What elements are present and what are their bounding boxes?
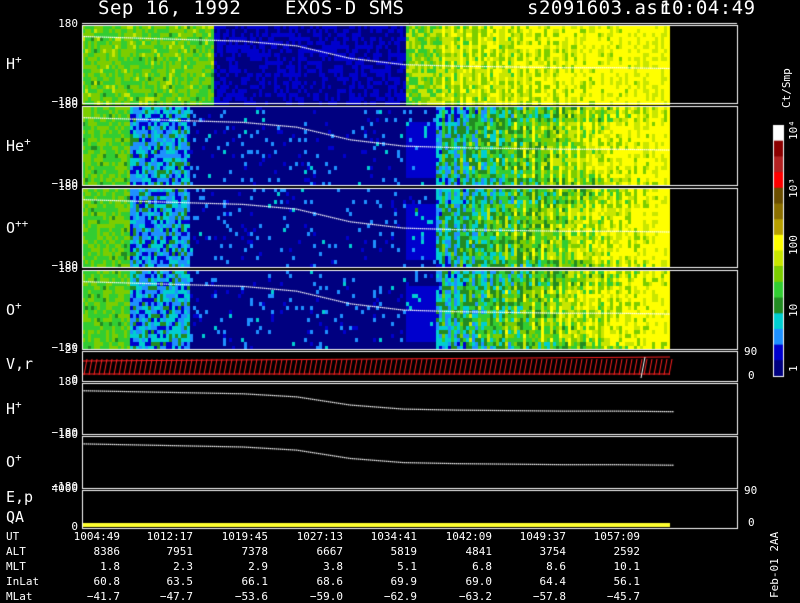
panel-ybottom-6: −180 — [51, 480, 79, 493]
table-cell: 8.6 — [546, 560, 566, 573]
panel-ybottom-1: −180 — [51, 177, 79, 190]
panel-label-sup-2: ++ — [15, 216, 29, 230]
colorbar-tick-2: 100 — [787, 235, 800, 255]
panel-label-1: He+ — [6, 134, 31, 155]
table-cell: 5819 — [390, 545, 418, 558]
panel-ytop-2: 180 — [58, 180, 78, 193]
colorbar-tick-3: 10 — [787, 303, 800, 317]
table-cell: 10.1 — [613, 560, 641, 573]
table-cell: 7378 — [241, 545, 269, 558]
table-cell: −57.8 — [532, 590, 566, 603]
footer-note: Feb-01 2AA — [768, 531, 781, 598]
panel-rbottom-4: 0 — [748, 369, 755, 382]
table-cell: 2.3 — [173, 560, 193, 573]
table-cell: 69.9 — [390, 575, 418, 588]
table-cell: 2592 — [613, 545, 641, 558]
table-cell: 1019:45 — [221, 530, 268, 543]
table-cell: 1034:41 — [370, 530, 417, 543]
colorbar-unit-label: Ct/Smp — [780, 68, 793, 108]
panel-label-5: H+ — [6, 397, 22, 418]
table-cell: 7951 — [166, 545, 194, 558]
header-instrument: EXOS-D SMS — [285, 0, 405, 19]
table-cell: 64.4 — [539, 575, 567, 588]
panel-label-sup-5: + — [15, 397, 22, 411]
panel-ybottom-5: −180 — [51, 426, 79, 439]
colorbar-tick-0: 10⁴ — [787, 120, 800, 140]
panel-label-sup-0: + — [15, 53, 22, 66]
panel-ytop-3: 180 — [58, 262, 78, 275]
table-cell: 1004:49 — [73, 530, 120, 543]
panel-label2-7: QA — [6, 508, 25, 526]
panel-label-3: O+ — [6, 298, 22, 319]
table-cell: 6.8 — [472, 560, 492, 573]
table-cell: 69.0 — [465, 575, 493, 588]
panel-label-4: V,r — [6, 355, 34, 373]
table-cell: −41.7 — [86, 590, 120, 603]
table-cell: −63.2 — [458, 590, 492, 603]
colorbar-tick-1: 10³ — [787, 178, 800, 198]
table-cell: 1042:09 — [445, 530, 492, 543]
panel-ytop-5: 180 — [58, 375, 78, 388]
table-cell: −62.9 — [383, 590, 417, 603]
panel-ytop-7: 4000 — [51, 482, 79, 495]
table-cell: −47.7 — [159, 590, 193, 603]
panel-label-sup-3: + — [15, 298, 22, 312]
table-cell: 1049:37 — [519, 530, 566, 543]
header-date: Sep 16, 1992 — [98, 0, 242, 19]
table-cell: −53.6 — [234, 590, 268, 603]
panel-label-0: H+ — [6, 53, 22, 73]
panel-ytop-0: 180 — [58, 17, 78, 30]
table-cell: −45.7 — [606, 590, 640, 603]
panel-rbottom-7: 0 — [748, 516, 755, 529]
table-cell: 1.8 — [100, 560, 120, 573]
table-cell: −59.0 — [309, 590, 343, 603]
table-cell: 3754 — [539, 545, 567, 558]
header-time: 10:04:49 — [660, 0, 756, 19]
table-cell: 63.5 — [166, 575, 194, 588]
panel-ybottom-7: 0 — [71, 520, 78, 533]
table-cell: 68.6 — [316, 575, 344, 588]
table-cell: 5.1 — [397, 560, 417, 573]
table-cell: 1027:13 — [296, 530, 343, 543]
table-row-label-ut: UT — [6, 530, 20, 543]
table-row-label-alt: ALT — [6, 545, 26, 558]
panel-ybottom-3: −180 — [51, 341, 79, 354]
table-cell: 66.1 — [241, 575, 269, 588]
table-cell: 1057:09 — [593, 530, 640, 543]
table-cell: 60.8 — [93, 575, 121, 588]
table-cell: 1012:17 — [146, 530, 193, 543]
table-row-label-inlat: InLat — [6, 575, 40, 588]
table-cell: 3.8 — [323, 560, 343, 573]
header-file: s2091603.asr — [527, 0, 671, 19]
panel-label-7: E,p — [6, 488, 34, 506]
table-cell: 6667 — [316, 545, 344, 558]
table-cell: 4841 — [465, 545, 493, 558]
panel-label-sup-6: + — [15, 451, 22, 464]
table-cell: 8386 — [93, 545, 121, 558]
panel-ytop-1: 180 — [58, 98, 78, 111]
panel-ybottom-4: 0 — [71, 373, 78, 386]
table-cell: 56.1 — [613, 575, 641, 588]
table-row-label-mlt: MLT — [6, 560, 26, 573]
panel-label-sup-1: + — [24, 134, 31, 148]
panel-ytop-4: 25 — [64, 343, 78, 356]
panel-ybottom-0: −180 — [51, 95, 79, 108]
table-row-label-mlat: MLat — [6, 590, 33, 603]
colorbar-tick-4: 1 — [787, 365, 800, 372]
panel-ybottom-2: −180 — [51, 259, 79, 272]
panel-rtop-7: 90 — [744, 484, 758, 497]
panel-ytop-6: 180 — [58, 428, 78, 441]
panel-label-2: O++ — [6, 216, 29, 237]
panel-rtop-4: 90 — [744, 345, 758, 358]
panel-label-6: O+ — [6, 451, 22, 471]
table-cell: 2.9 — [248, 560, 268, 573]
